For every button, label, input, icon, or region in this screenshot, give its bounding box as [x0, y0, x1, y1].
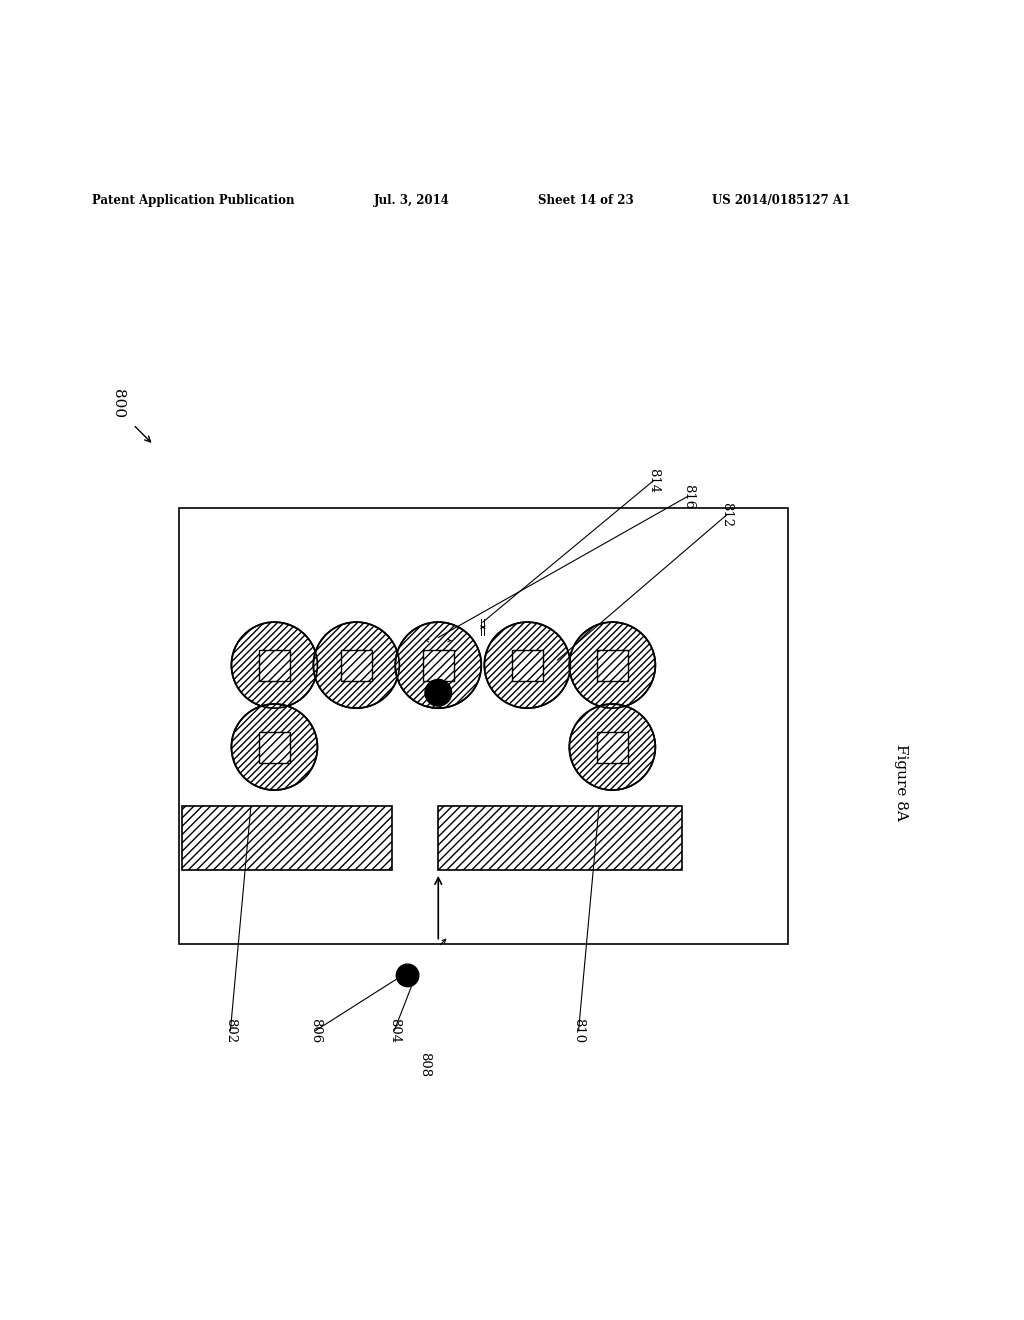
- Text: Patent Application Publication: Patent Application Publication: [92, 194, 295, 207]
- Text: Figure 8A: Figure 8A: [894, 744, 908, 821]
- Circle shape: [484, 622, 570, 708]
- Bar: [597, 649, 628, 681]
- Text: 804: 804: [388, 1018, 400, 1043]
- Text: 816: 816: [682, 483, 694, 508]
- Circle shape: [231, 622, 317, 708]
- Circle shape: [313, 622, 399, 708]
- Circle shape: [425, 680, 452, 706]
- Bar: [179, 508, 788, 944]
- Text: 812: 812: [721, 502, 733, 527]
- Circle shape: [231, 704, 317, 791]
- Text: 814: 814: [647, 469, 659, 494]
- Bar: [259, 731, 290, 763]
- Bar: [259, 649, 290, 681]
- Text: 808: 808: [419, 1052, 431, 1077]
- Bar: [423, 649, 454, 681]
- Text: Jul. 3, 2014: Jul. 3, 2014: [374, 194, 450, 207]
- Bar: [512, 649, 543, 681]
- Text: 806: 806: [309, 1018, 322, 1043]
- Bar: [597, 731, 628, 763]
- Text: US 2014/0185127 A1: US 2014/0185127 A1: [712, 194, 850, 207]
- Text: 800: 800: [111, 389, 125, 418]
- Text: 802: 802: [224, 1018, 237, 1043]
- Bar: [182, 807, 392, 870]
- Bar: [438, 807, 682, 870]
- Circle shape: [395, 622, 481, 708]
- Circle shape: [569, 622, 655, 708]
- Text: Sheet 14 of 23: Sheet 14 of 23: [538, 194, 634, 207]
- Text: 810: 810: [572, 1018, 585, 1043]
- Circle shape: [396, 964, 419, 986]
- Circle shape: [569, 704, 655, 791]
- Bar: [341, 649, 372, 681]
